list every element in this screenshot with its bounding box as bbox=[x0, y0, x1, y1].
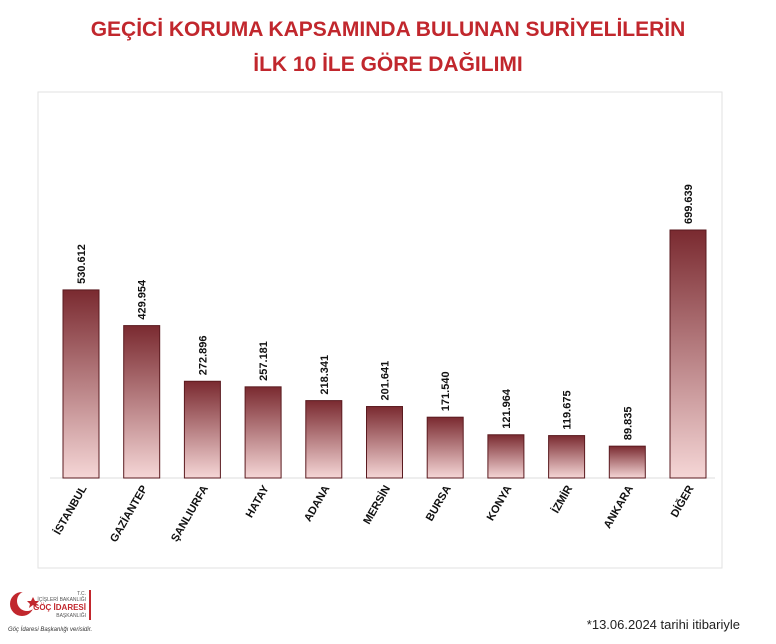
value-label: 201.641 bbox=[380, 361, 392, 401]
value-label: 530.612 bbox=[76, 244, 88, 284]
value-label: 429.954 bbox=[137, 279, 149, 320]
bar bbox=[62, 289, 100, 479]
value-label: 699.639 bbox=[683, 184, 695, 224]
value-label: 89.835 bbox=[622, 407, 634, 441]
bar bbox=[548, 435, 586, 479]
bar bbox=[244, 386, 282, 479]
logo-text: GÖÇ İDARESİ bbox=[33, 603, 86, 612]
bar bbox=[426, 416, 464, 479]
value-label: 171.540 bbox=[440, 371, 452, 411]
bar bbox=[669, 229, 707, 479]
value-label: 257.181 bbox=[258, 341, 270, 381]
bar bbox=[608, 445, 646, 479]
value-label: 218.341 bbox=[319, 355, 331, 395]
logo: T.C. İÇİŞLERİ BAKANLIĞI GÖÇ İDARESİ BAŞK… bbox=[8, 590, 92, 633]
bar bbox=[305, 400, 343, 479]
logo-caption: Göç İdaresi Başkanlığı verisidir. bbox=[8, 626, 92, 633]
bar bbox=[366, 406, 403, 479]
value-label: 121.964 bbox=[501, 388, 513, 429]
logo-text: İÇİŞLERİ BAKANLIĞI bbox=[37, 596, 86, 603]
logo-text: T.C. bbox=[77, 591, 86, 597]
bar bbox=[183, 380, 221, 479]
value-label: 119.675 bbox=[562, 390, 574, 429]
chart-title: GEÇİCİ KORUMA KAPSAMINDA BULUNAN SURİYEL… bbox=[91, 18, 686, 41]
chart-title: İLK 10 İLE GÖRE DAĞILIMI bbox=[253, 52, 523, 76]
footnote: *13.06.2024 tarihi itibariyle bbox=[587, 617, 740, 632]
bar bbox=[123, 325, 161, 479]
value-label: 272.896 bbox=[197, 336, 209, 376]
logo-text: BAŞKANLIĞI bbox=[56, 612, 86, 619]
bar bbox=[487, 434, 525, 479]
